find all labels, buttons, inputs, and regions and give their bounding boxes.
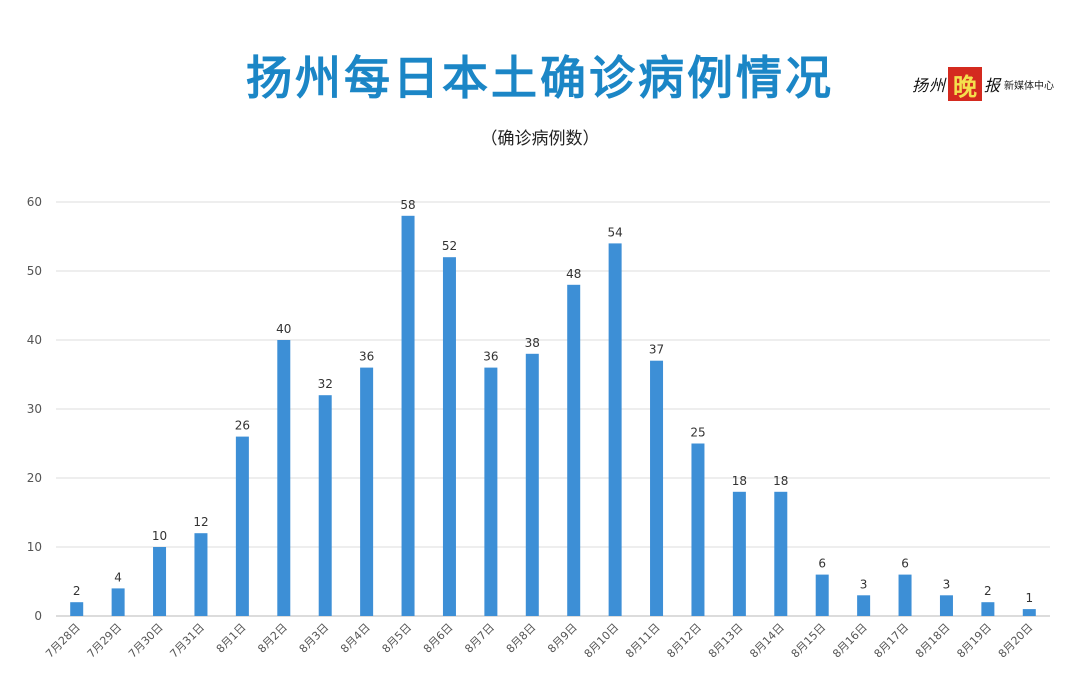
data-label: 1 [1025, 591, 1033, 605]
data-label: 52 [442, 239, 457, 253]
bar [153, 547, 167, 616]
data-label: 3 [860, 577, 868, 591]
bar [235, 436, 249, 616]
data-label: 36 [483, 350, 498, 364]
x-tick-label: 7月29日 [85, 621, 125, 661]
x-tick-label: 8月18日 [913, 621, 953, 661]
data-label: 18 [773, 474, 788, 488]
y-tick-label: 60 [27, 195, 42, 209]
bar [981, 602, 995, 616]
x-tick-label: 8月13日 [706, 621, 746, 661]
x-tick-label: 8月1日 [214, 621, 249, 656]
data-label: 54 [607, 225, 622, 239]
data-label: 10 [152, 529, 167, 543]
data-label: 32 [318, 377, 333, 391]
data-label: 48 [566, 267, 581, 281]
x-tick-label: 8月20日 [996, 621, 1036, 661]
bar [401, 215, 415, 617]
brand-suffix: 新媒体中心 [1004, 80, 1055, 92]
y-tick-label: 10 [27, 540, 42, 554]
bar [70, 602, 84, 616]
data-label: 6 [818, 557, 826, 571]
x-tick-label: 8月5日 [380, 621, 415, 656]
data-label: 2 [984, 584, 992, 598]
bar [525, 353, 539, 616]
x-tick-label: 8月2日 [255, 621, 290, 656]
bar [939, 595, 953, 616]
bar [567, 284, 581, 616]
bar [360, 367, 374, 616]
bar [691, 443, 705, 616]
x-tick-label: 7月28日 [43, 621, 83, 661]
data-label: 26 [235, 419, 250, 433]
chart-subtitle: （确诊病例数） [480, 129, 600, 149]
bar [194, 533, 208, 616]
bar [650, 360, 664, 616]
brand-logo: 扬州 晚 报 新媒体中心 [912, 66, 1054, 102]
bar [732, 491, 746, 616]
brand-name-part2: 报 [984, 76, 1001, 95]
data-label: 12 [193, 515, 208, 529]
data-label: 58 [400, 198, 415, 212]
x-tick-label: 8月10日 [582, 621, 622, 661]
bar [815, 574, 829, 616]
y-tick-label: 40 [27, 333, 42, 347]
chart-title: 扬州每日本土确诊病例情况 [246, 51, 834, 105]
x-tick-label: 8月12日 [664, 621, 704, 661]
x-tick-label: 8月15日 [789, 621, 829, 661]
x-tick-label: 8月16日 [830, 621, 870, 661]
bar [442, 257, 456, 616]
x-tick-label: 8月4日 [338, 621, 373, 656]
data-label: 4 [114, 570, 122, 584]
bar [111, 588, 125, 616]
data-label: 25 [690, 426, 705, 440]
x-tick-label: 8月7日 [462, 621, 497, 656]
y-tick-label: 30 [27, 402, 42, 416]
bar [277, 340, 291, 616]
x-tick-label: 8月14日 [747, 621, 787, 661]
x-tick-label: 8月19日 [954, 621, 994, 661]
bar [774, 491, 788, 616]
data-label: 3 [943, 577, 951, 591]
bar [1022, 609, 1036, 616]
bar [857, 595, 871, 616]
bar [608, 243, 622, 616]
x-tick-label: 8月6日 [421, 621, 456, 656]
data-label: 37 [649, 343, 664, 357]
data-label: 18 [732, 474, 747, 488]
x-tick-label: 8月3日 [297, 621, 332, 656]
x-tick-label: 7月31日 [167, 621, 207, 661]
bar [898, 574, 912, 616]
y-tick-label: 50 [27, 264, 42, 278]
x-tick-label: 8月17日 [872, 621, 912, 661]
y-tick-label: 0 [34, 609, 42, 623]
x-tick-label: 8月8日 [504, 621, 539, 656]
y-tick-label: 20 [27, 471, 42, 485]
bar [318, 395, 332, 616]
brand-name-part1: 扬州 [912, 76, 947, 95]
x-tick-label: 8月11日 [623, 621, 663, 661]
x-tick-label: 7月30日 [126, 621, 166, 661]
data-label: 38 [525, 336, 540, 350]
data-label: 36 [359, 350, 374, 364]
bar [484, 367, 498, 616]
data-label: 40 [276, 322, 291, 336]
data-label: 6 [901, 557, 909, 571]
brand-seal: 晚 [948, 67, 983, 101]
data-label: 2 [73, 584, 81, 598]
x-tick-label: 8月9日 [545, 621, 580, 656]
